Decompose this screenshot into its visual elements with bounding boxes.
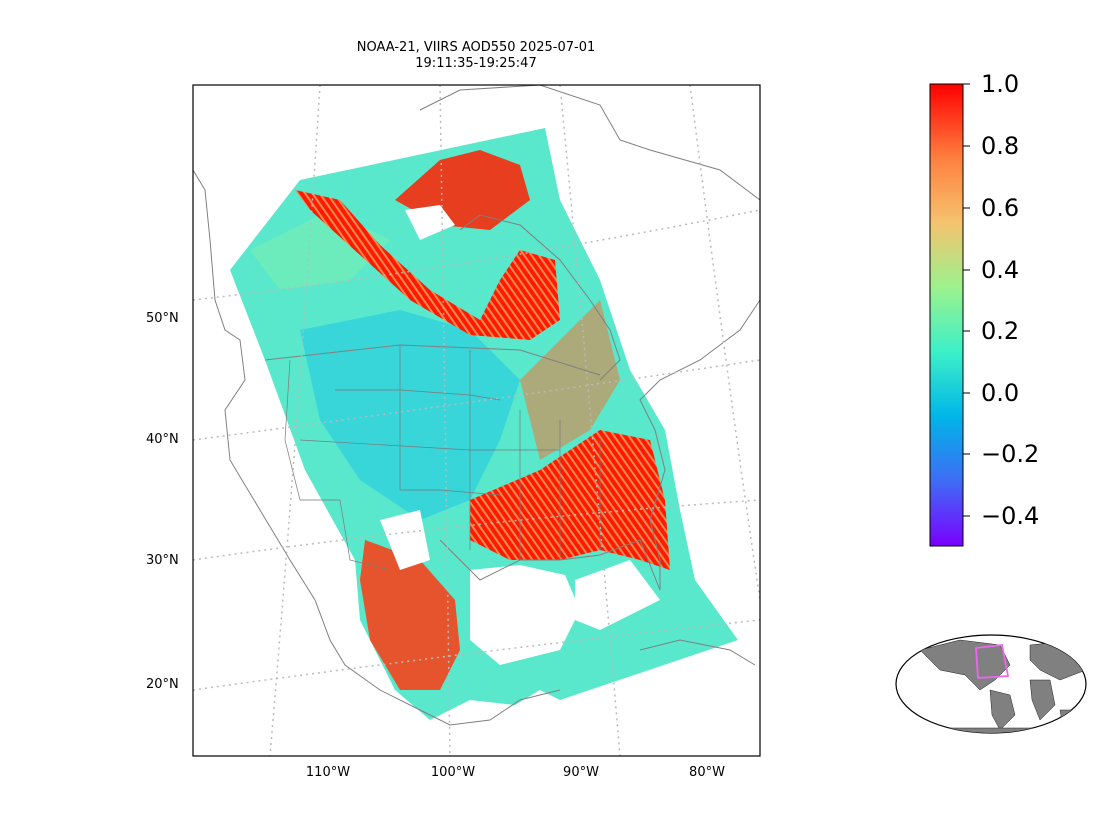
aod-mexico — [360, 540, 460, 690]
inset-australia — [1059, 709, 1079, 723]
coastlines — [193, 85, 760, 726]
global-inset — [895, 634, 1087, 734]
colorbar-label-neg0.2: −0.2 — [981, 440, 1040, 468]
map-title: NOAA-21, VIIRS AOD550 2025-07-01 19:11:3… — [326, 40, 626, 72]
colorbar-label-0.8: 0.8 — [981, 132, 1020, 160]
inset-antarctica — [919, 727, 1061, 733]
colorbar-ticks — [963, 83, 970, 517]
colorbar-label-0.2: 0.2 — [981, 317, 1020, 345]
title-line-1: NOAA-21, VIIRS AOD550 2025-07-01 — [356, 40, 596, 55]
lat-label-40: 40°N — [146, 432, 179, 447]
lon-label-100: 100°W — [430, 765, 476, 780]
aod-low-region — [300, 310, 520, 520]
lat-label-20: 20°N — [146, 677, 179, 692]
lat-label-50: 50°N — [146, 311, 179, 326]
colorbar-label-neg0.4: −0.4 — [981, 502, 1040, 530]
gap-hudson — [405, 205, 455, 240]
inset-africa — [1029, 679, 1056, 721]
colorbar — [929, 83, 964, 547]
map-frame — [192, 84, 761, 757]
lon-label-90: 90°W — [563, 765, 599, 780]
lon-label-110: 110°W — [305, 765, 351, 780]
gap-gulf — [470, 565, 580, 665]
gap-mexico — [380, 510, 430, 570]
lon-label-80: 80°W — [689, 765, 725, 780]
inset-swath-box — [975, 644, 1010, 679]
graticule — [193, 85, 760, 756]
map-panel — [193, 85, 760, 756]
lat-label-30: 30°N — [146, 553, 179, 568]
gap-caribbean — [575, 560, 660, 630]
smoke-plume — [295, 190, 560, 340]
state-borders — [284, 345, 601, 571]
inset-south-america — [989, 689, 1016, 731]
colorbar-label-0.6: 0.6 — [981, 194, 1020, 222]
colorbar-label-1.0: 1.0 — [981, 70, 1020, 98]
colorbar-label-0.0: 0.0 — [981, 379, 1020, 407]
title-line-2: 19:11:35-19:25:47 — [415, 56, 537, 71]
aod-central-speckle — [520, 300, 620, 460]
colorbar-label-0.4: 0.4 — [981, 256, 1020, 284]
